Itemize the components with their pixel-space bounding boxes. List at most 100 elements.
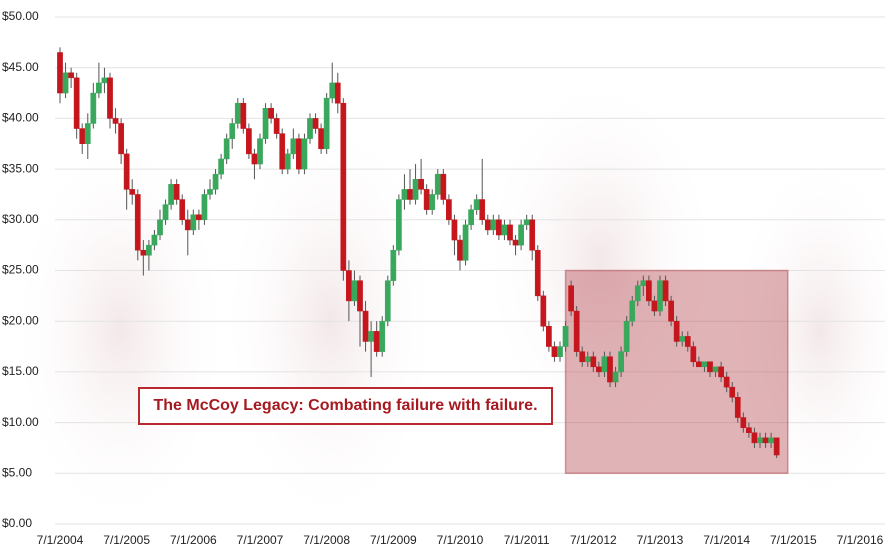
candle-body bbox=[534, 249, 541, 297]
candle-body bbox=[646, 280, 652, 302]
candle-body bbox=[307, 118, 313, 139]
candle-body bbox=[246, 128, 252, 155]
candle-body bbox=[473, 199, 480, 210]
candle-body bbox=[640, 280, 647, 286]
candle-body bbox=[284, 153, 291, 170]
candle-body bbox=[479, 199, 486, 221]
y-tick-label: $45.00 bbox=[2, 60, 39, 74]
y-tick-label: $40.00 bbox=[2, 111, 39, 125]
candle-body bbox=[573, 310, 580, 352]
x-tick-label: 7/1/2015 bbox=[770, 533, 817, 547]
candle-body bbox=[734, 397, 741, 418]
candle-body bbox=[312, 118, 319, 129]
candle-body bbox=[579, 351, 586, 363]
candle-body bbox=[457, 239, 463, 261]
candle-body bbox=[268, 108, 274, 119]
candle-body bbox=[596, 366, 602, 373]
candle-body bbox=[68, 72, 74, 79]
candle-body bbox=[496, 219, 502, 236]
candle-body bbox=[318, 128, 324, 150]
candle-body bbox=[223, 138, 230, 160]
candle-body bbox=[401, 189, 408, 200]
candle-body bbox=[212, 173, 219, 190]
candle-body bbox=[668, 300, 674, 322]
candle-body bbox=[657, 280, 663, 312]
candle-body bbox=[651, 300, 658, 312]
candle-body bbox=[84, 123, 91, 145]
candle-body bbox=[746, 427, 752, 433]
candle-body bbox=[696, 361, 702, 368]
candle-body bbox=[718, 366, 724, 378]
candle-body bbox=[257, 138, 263, 165]
candle-body bbox=[151, 234, 158, 246]
candle-body bbox=[484, 219, 491, 231]
candle-body bbox=[490, 219, 497, 231]
candle-body bbox=[62, 72, 69, 94]
candle-body bbox=[451, 219, 458, 241]
candle-body bbox=[184, 219, 191, 231]
candle-body bbox=[690, 346, 697, 363]
candle-body bbox=[96, 82, 102, 94]
candle-body bbox=[296, 138, 302, 170]
candle-body bbox=[140, 249, 147, 256]
candle-body bbox=[129, 189, 136, 195]
candle-body bbox=[529, 219, 536, 251]
candle-body bbox=[584, 356, 591, 363]
candle-body bbox=[418, 178, 424, 190]
y-tick-label: $50.00 bbox=[2, 9, 39, 23]
candle-body bbox=[229, 123, 236, 139]
candle-body bbox=[107, 77, 113, 119]
candle-body bbox=[173, 184, 180, 200]
candle-body bbox=[146, 244, 152, 256]
candle-body bbox=[207, 189, 213, 195]
candle-body bbox=[757, 437, 763, 444]
candle-body bbox=[751, 432, 758, 444]
candle-body bbox=[262, 108, 269, 139]
x-tick-label: 7/1/2011 bbox=[504, 533, 550, 547]
candle-body bbox=[623, 320, 630, 352]
candle-body bbox=[684, 336, 691, 347]
background-decoration bbox=[10, 70, 888, 530]
candle-body bbox=[112, 118, 119, 124]
candle-body bbox=[634, 285, 641, 302]
candle-body bbox=[568, 285, 574, 312]
y-tick-label: $5.00 bbox=[2, 465, 32, 479]
candle-body bbox=[429, 194, 436, 210]
candle-body bbox=[551, 346, 558, 357]
y-tick-label: $10.00 bbox=[2, 415, 39, 429]
x-tick-label: 7/1/2008 bbox=[303, 533, 350, 547]
candle-body bbox=[240, 102, 247, 129]
candle-body bbox=[507, 224, 513, 241]
candle-body bbox=[373, 331, 380, 352]
candle-body bbox=[346, 270, 352, 302]
candle-body bbox=[562, 326, 569, 347]
candle-body bbox=[101, 77, 108, 84]
x-tick-label: 7/1/2010 bbox=[437, 533, 484, 547]
candle-body bbox=[540, 295, 547, 327]
candle-body bbox=[196, 214, 202, 221]
candle-body bbox=[423, 189, 430, 210]
candle-body bbox=[79, 128, 86, 144]
candle-body bbox=[768, 437, 774, 444]
candle-body bbox=[168, 184, 174, 205]
candle-body bbox=[446, 199, 452, 221]
candle-body bbox=[607, 356, 613, 383]
x-tick-label: 7/1/2014 bbox=[703, 533, 750, 547]
candle-body bbox=[512, 239, 519, 246]
y-tick-label: $25.00 bbox=[2, 263, 39, 277]
candle-body bbox=[518, 224, 524, 246]
candle-body bbox=[673, 320, 680, 342]
y-tick-label: $15.00 bbox=[2, 364, 39, 378]
candle-body bbox=[662, 280, 669, 302]
x-tick-label: 7/1/2012 bbox=[570, 533, 617, 547]
candle-body bbox=[179, 199, 186, 221]
candle-body bbox=[234, 102, 241, 124]
candle-body bbox=[773, 437, 780, 456]
candle-body bbox=[201, 194, 208, 221]
candle-body bbox=[729, 386, 736, 398]
candle-body bbox=[362, 310, 369, 342]
candle-body bbox=[501, 224, 508, 236]
annotation: The McCoy Legacy: Combating failure with… bbox=[138, 387, 553, 425]
y-tick-label: $20.00 bbox=[2, 313, 39, 327]
candle-body bbox=[396, 199, 402, 251]
